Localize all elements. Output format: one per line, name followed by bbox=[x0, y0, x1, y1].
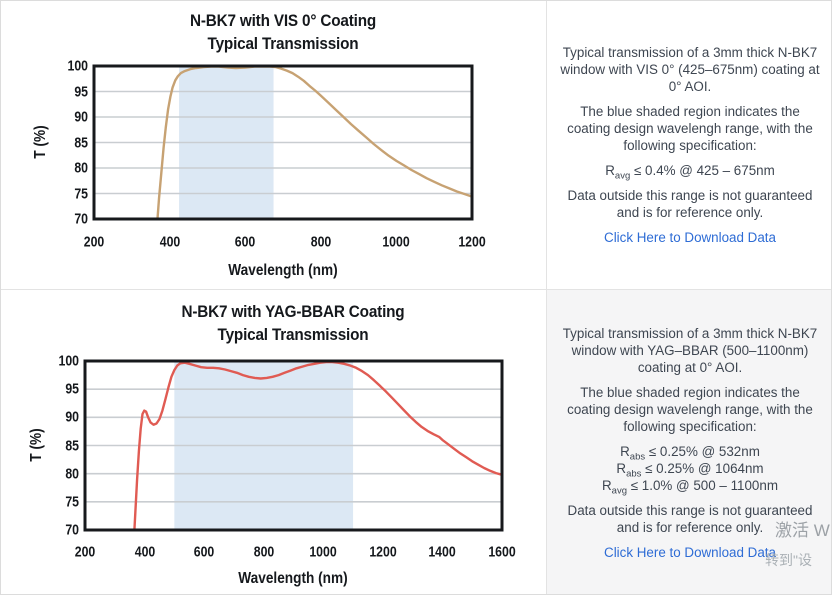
plot-border bbox=[92, 64, 474, 221]
y-tick-label: 100 bbox=[58, 352, 79, 370]
x-tick-label: 1600 bbox=[488, 543, 516, 561]
y-tick-label: 90 bbox=[74, 108, 88, 126]
spec-line: Rabs ≤ 0.25% @ 1064nm bbox=[616, 461, 764, 480]
x-tick-label: 1000 bbox=[309, 543, 337, 561]
y-tick-label: 75 bbox=[65, 493, 79, 511]
disclaimer-text: Data outside this range is not guarantee… bbox=[567, 188, 813, 220]
x-tick-label: 400 bbox=[159, 233, 180, 251]
windows-activation-watermark-line2: 转到"设 bbox=[765, 552, 812, 568]
windows-activation-watermark-line1: 激活 W bbox=[775, 521, 830, 540]
vis-plot-area bbox=[92, 64, 474, 221]
x-tick-label: 1400 bbox=[428, 543, 457, 561]
x-tick-label: 400 bbox=[134, 543, 155, 561]
y-tick-label: 85 bbox=[74, 134, 88, 151]
y-tick-label: 90 bbox=[65, 408, 79, 426]
y-tick-label: 80 bbox=[65, 465, 79, 483]
spec-line: Rabs ≤ 0.25% @ 532nm bbox=[620, 444, 760, 463]
y-tick-label: 85 bbox=[65, 437, 79, 454]
spec-line: Ravg ≤ 1.0% @ 500 – 1100nm bbox=[602, 478, 778, 497]
y-tick-label: 75 bbox=[74, 185, 88, 202]
spec-list: Rabs ≤ 0.25% @ 532nm Rabs ≤ 0.25% @ 1064n… bbox=[602, 443, 778, 497]
chart-subtitle: Typical Transmission bbox=[217, 325, 369, 344]
y-axis-label: T (%) bbox=[32, 125, 49, 159]
description-text: Typical transmission of a 3mm thick N-BK… bbox=[560, 45, 820, 94]
spec-list: Ravg ≤ 0.4% @ 425 – 675nm bbox=[605, 162, 775, 182]
transmission-curve bbox=[156, 66, 472, 219]
x-tick-label: 1200 bbox=[369, 543, 397, 561]
y-tick-label: 70 bbox=[65, 521, 79, 539]
band-explanation-text: The blue shaded region indicates the coa… bbox=[567, 385, 813, 434]
x-tick-label: 600 bbox=[234, 233, 256, 251]
y-tick-label: 95 bbox=[65, 380, 79, 398]
x-tick-label: 200 bbox=[74, 543, 96, 561]
vis-transmission-chart: N-BK7 with VIS 0° Coating Typical Transm… bbox=[1, 1, 546, 289]
download-data-link[interactable]: Click Here to Download Data bbox=[604, 230, 776, 245]
chart-title: N-BK7 with VIS 0° Coating bbox=[189, 11, 377, 30]
x-tick-label: 600 bbox=[193, 543, 215, 561]
vertical-divider bbox=[546, 1, 547, 594]
horizontal-divider bbox=[1, 289, 831, 290]
vis-info-panel: Typical transmission of a 3mm thick N-BK… bbox=[547, 1, 831, 289]
chart-title-block: N-BK7 with VIS 0° Coating Typical Transm… bbox=[139, 9, 427, 55]
chart-title: N-BK7 with YAG-BBAR Coating bbox=[181, 302, 405, 321]
y-tick-label: 100 bbox=[67, 57, 88, 75]
y-tick-label: 95 bbox=[74, 83, 88, 100]
band-explanation-text: The blue shaded region indicates the coa… bbox=[567, 104, 813, 153]
y-tick-label: 70 bbox=[74, 210, 88, 228]
yag-bbar-plot-area bbox=[83, 359, 504, 532]
chart-title-block: N-BK7 with YAG-BBAR Coating Typical Tran… bbox=[149, 300, 437, 346]
plot-border bbox=[83, 359, 504, 532]
x-tick-label: 1000 bbox=[382, 233, 411, 251]
y-axis-label: T (%) bbox=[28, 428, 45, 462]
x-tick-label: 800 bbox=[310, 233, 332, 251]
transmission-curve bbox=[133, 361, 502, 530]
yag-bbar-info-panel: Typical transmission of a 3mm thick N-BK… bbox=[547, 290, 831, 594]
description-text: Typical transmission of a 3mm thick N-BK… bbox=[562, 326, 818, 375]
x-axis-label: Wavelength (nm) bbox=[228, 262, 338, 279]
chart-subtitle: Typical Transmission bbox=[207, 34, 359, 53]
disclaimer-text: Data outside this range is not guarantee… bbox=[567, 503, 813, 535]
x-tick-label: 1200 bbox=[458, 233, 486, 251]
spec-line: Ravg ≤ 0.4% @ 425 – 675nm bbox=[605, 163, 775, 182]
x-axis-label: Wavelength (nm) bbox=[238, 570, 348, 587]
yag-bbar-transmission-chart: N-BK7 with YAG-BBAR Coating Typical Tran… bbox=[1, 289, 546, 594]
x-tick-label: 200 bbox=[83, 233, 105, 251]
y-tick-label: 80 bbox=[74, 159, 88, 177]
download-data-link[interactable]: Click Here to Download Data bbox=[604, 545, 776, 560]
x-tick-label: 800 bbox=[253, 543, 274, 561]
